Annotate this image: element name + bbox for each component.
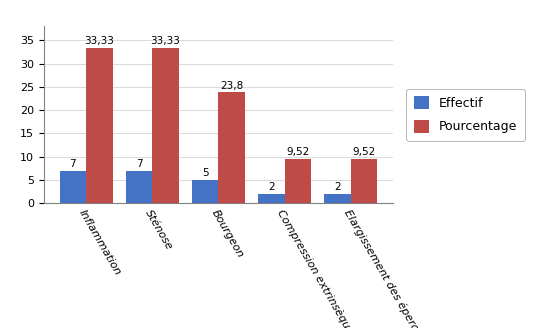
Text: 2: 2 — [334, 182, 341, 192]
Bar — [351, 159, 377, 203]
Bar — [192, 180, 218, 203]
Legend: Effectif, Pourcentage: Effectif, Pourcentage — [406, 89, 525, 141]
Bar — [284, 159, 311, 203]
Text: 9,52: 9,52 — [352, 147, 376, 157]
Text: 33,33: 33,33 — [84, 36, 114, 46]
Text: 7: 7 — [135, 159, 143, 169]
Text: 2: 2 — [268, 182, 275, 192]
Bar — [218, 92, 245, 203]
Bar — [152, 48, 179, 203]
Text: 7: 7 — [69, 159, 76, 169]
Text: 33,33: 33,33 — [151, 36, 180, 46]
Bar — [86, 48, 112, 203]
Bar — [324, 194, 351, 203]
Text: 5: 5 — [202, 168, 209, 178]
Bar — [258, 194, 284, 203]
Text: 23,8: 23,8 — [220, 81, 244, 91]
Bar — [60, 171, 86, 203]
Text: 9,52: 9,52 — [286, 147, 310, 157]
Bar — [126, 171, 152, 203]
